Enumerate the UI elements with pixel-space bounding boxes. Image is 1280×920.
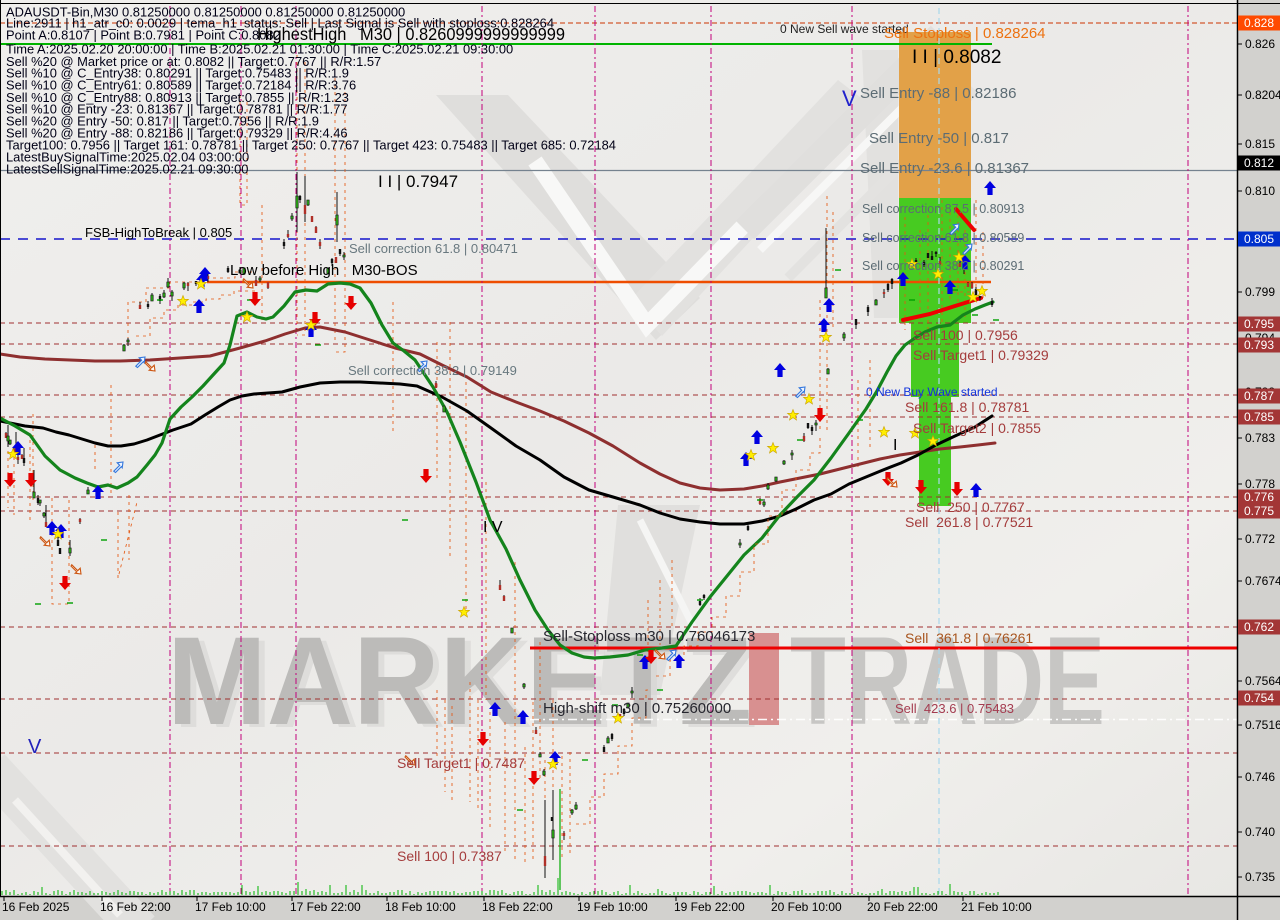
svg-text:0.783: 0.783 [1245,431,1275,445]
svg-text:MARKETZ: MARKETZ [167,612,752,751]
svg-text:19 Feb 22:00: 19 Feb 22:00 [674,900,745,914]
svg-text:LatestSellSignalTime:2025.02.2: LatestSellSignalTime:2025.02.21 09:30:00 [6,162,248,177]
svg-text:Target100: 0.7956 || Target 16: Target100: 0.7956 || Target 161: 0.78781… [6,138,616,153]
svg-text:Sell correction 38.2 | 0.79149: Sell correction 38.2 | 0.79149 [348,363,517,378]
svg-text:Sell 161.8 | 0.78781: Sell 161.8 | 0.78781 [905,399,1030,415]
svg-text:0.785: 0.785 [1244,410,1274,424]
svg-text:Sell 100 | 0.7387: Sell 100 | 0.7387 [397,848,502,864]
svg-text:0.812: 0.812 [1244,156,1274,170]
svg-text:Sell 250 | 0.7767: Sell 250 | 0.7767 [916,499,1025,515]
svg-text:FSB-HighToBreak | 0.805: FSB-HighToBreak | 0.805 [85,225,232,240]
svg-text:V: V [28,736,42,758]
svg-text:Sell 361.8 | 0.76261: Sell 361.8 | 0.76261 [905,630,1033,646]
svg-text:0.810: 0.810 [1245,184,1275,198]
svg-text:0.754: 0.754 [1244,691,1274,705]
svg-text:Time A:2025.02.20 20:00:00 | T: Time A:2025.02.20 20:00:00 | Time B:2025… [6,42,513,57]
svg-text:Sell Target1 | 0.79329: Sell Target1 | 0.79329 [913,347,1049,363]
svg-text:HighestHigh M30 | 0.82609999: HighestHigh M30 | 0.8260999999999999 [257,24,565,44]
svg-text:Sell correction 61.8 | 0.80471: Sell correction 61.8 | 0.80471 [349,241,518,256]
svg-text:Sell 261.8 | 0.77521: Sell 261.8 | 0.77521 [905,514,1033,530]
svg-text:0 New Buy Wave started: 0 New Buy Wave started [866,385,998,399]
svg-text:Sell %20 @ Entry -88: 0.82186: Sell %20 @ Entry -88: 0.82186 || Target:… [6,126,348,141]
svg-text:Low before High M30-BOS: Low before High M30-BOS [230,262,418,279]
svg-text:0.735: 0.735 [1245,870,1275,884]
svg-text:I V: I V [483,519,503,536]
svg-text:0.8204: 0.8204 [1245,88,1280,102]
svg-text:0.7516: 0.7516 [1245,718,1280,732]
svg-text:0.7564: 0.7564 [1245,674,1280,688]
svg-text:Point A:0.8107 | Point B:0.798: Point A:0.8107 | Point B:0.7981 | Point … [6,28,281,43]
svg-text:Sell 100 | 0.7956: Sell 100 | 0.7956 [913,327,1018,343]
svg-text:21 Feb 10:00: 21 Feb 10:00 [961,900,1032,914]
svg-text:18 Feb 10:00: 18 Feb 10:00 [385,900,456,914]
svg-text:0.775: 0.775 [1244,504,1274,518]
svg-text:0.805: 0.805 [1244,232,1274,246]
svg-text:TRADE: TRADE [790,612,1105,751]
svg-text:Sell %10 @ C_Entry38: 0.80291: Sell %10 @ C_Entry38: 0.80291 || Target:… [6,66,349,81]
svg-text:Line:2911 | h1_atr_c0: 0.0029: Line:2911 | h1_atr_c0: 0.0029 | tema_h1_… [6,16,554,31]
svg-text:0.828: 0.828 [1244,16,1274,30]
svg-text:Sell %10 @ C_Entry61: 0.80589: Sell %10 @ C_Entry61: 0.80589 || Target:… [6,78,356,93]
svg-text:0.826: 0.826 [1245,37,1275,51]
svg-text:I I | 0.7947: I I | 0.7947 [378,172,458,191]
svg-text:16 Feb 22:00: 16 Feb 22:00 [100,900,171,914]
svg-text:Sell correction 87.5 | 0.80913: Sell correction 87.5 | 0.80913 [862,202,1024,216]
svg-text:0.7674: 0.7674 [1245,574,1280,588]
svg-text:Sell-Stoploss m30 | 0.76046173: Sell-Stoploss m30 | 0.76046173 [543,628,755,645]
svg-text:0.746: 0.746 [1245,770,1275,784]
svg-text:0.793: 0.793 [1244,338,1274,352]
svg-text:16 Feb 2025: 16 Feb 2025 [2,900,70,914]
svg-text:0.740: 0.740 [1245,825,1275,839]
svg-text:0.799: 0.799 [1245,285,1275,299]
svg-text:ADAUSDT-Bin,M30 0.81250000 0.: ADAUSDT-Bin,M30 0.81250000 0.81250000 0.… [6,5,405,20]
svg-text:Sell correction 61.8 | 0.80589: Sell correction 61.8 | 0.80589 [862,231,1024,245]
svg-text:0.787: 0.787 [1244,389,1274,403]
svg-text:0 New Sell wave started: 0 New Sell wave started [780,22,909,36]
svg-text:0.776: 0.776 [1244,490,1274,504]
svg-text:Sell Entry -23.6 | 0.81367: Sell Entry -23.6 | 0.81367 [860,160,1029,177]
svg-text:0.795: 0.795 [1244,317,1274,331]
svg-text:Sell %20 @ Market price or at:: Sell %20 @ Market price or at: 0.8082 ||… [6,54,381,69]
svg-text:0.772: 0.772 [1245,532,1275,546]
svg-text:Sell %10 @ Entry -23: 0.81367: Sell %10 @ Entry -23: 0.81367 || Target:… [6,102,348,117]
svg-text:I I | 0.8082: I I | 0.8082 [912,47,1001,68]
svg-text:Sell Entry -50 | 0.817: Sell Entry -50 | 0.817 [869,130,1009,147]
svg-text:17 Feb 10:00: 17 Feb 10:00 [195,900,266,914]
svg-text:20 Feb 10:00: 20 Feb 10:00 [771,900,842,914]
svg-text:LatestBuySignalTime:2025.02.04: LatestBuySignalTime:2025.02.04 03:00:00 [6,150,249,165]
svg-text:MARKETZ: MARKETZ [173,615,758,754]
svg-text:High-shift m30 | 0.75260000: High-shift m30 | 0.75260000 [543,700,731,717]
svg-text:20 Feb 22:00: 20 Feb 22:00 [867,900,938,914]
svg-text:0.815: 0.815 [1245,137,1275,151]
svg-text:Sell Stoploss | 0.828264: Sell Stoploss | 0.828264 [884,25,1046,42]
svg-text:Sell Entry -88 | 0.82186: Sell Entry -88 | 0.82186 [860,85,1017,102]
svg-text:V: V [842,86,857,111]
svg-text:18 Feb 22:00: 18 Feb 22:00 [482,900,553,914]
svg-text:I: I [893,437,897,454]
svg-text:Sell 423.6 | 0.75483: Sell 423.6 | 0.75483 [895,701,1014,716]
svg-text:Sell correction 38.2 | 0.80291: Sell correction 38.2 | 0.80291 [862,259,1024,273]
svg-text:Sell Target1 | 0.7487: Sell Target1 | 0.7487 [397,755,525,771]
svg-text:Sell Target2 | 0.7855: Sell Target2 | 0.7855 [913,420,1041,436]
svg-text:Sell %20 @ Entry -50: 0.817 ||: Sell %20 @ Entry -50: 0.817 || Target:0.… [6,114,319,129]
svg-text:0.762: 0.762 [1244,620,1274,634]
svg-text:Sell %10 @ C_Entry88: 0.80913: Sell %10 @ C_Entry88: 0.80913 || Target:… [6,90,349,105]
svg-text:0.778: 0.778 [1245,477,1275,491]
svg-text:17 Feb 22:00: 17 Feb 22:00 [290,900,361,914]
svg-text:19 Feb 10:00: 19 Feb 10:00 [577,900,648,914]
